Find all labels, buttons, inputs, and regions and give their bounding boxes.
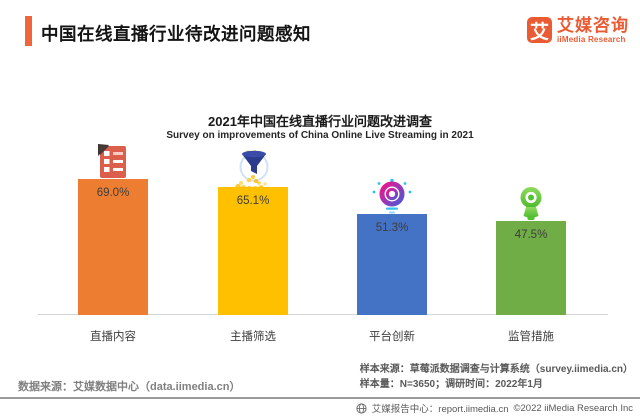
bar-value-label: 51.3% (375, 222, 409, 234)
page-title: 中国在线直播行业待改进问题感知 (41, 24, 311, 44)
data-source-note: 数据来源：艾媒数据中心（data.iimedia.cn） (18, 381, 241, 393)
lens-ring-icon (369, 178, 415, 214)
sample-notes: 样本来源：草莓派数据调查与计算系统（survey.iimedia.cn） 样本量… (360, 363, 633, 392)
logo-text: 艾媒咨询 iiMedia Research (557, 17, 629, 44)
footer-divider (0, 397, 640, 399)
globe-icon (356, 402, 367, 414)
bar-1: 69.0% (78, 179, 148, 315)
logo-name-cn: 艾媒咨询 (557, 16, 629, 35)
bar-value-label: 65.1% (236, 195, 270, 207)
bar-3: 51.3% (357, 214, 427, 315)
x-axis-line (38, 314, 608, 315)
report-center-line: 艾媒报告中心：report.iimedia.cn ©2022 iiMedia R… (356, 401, 633, 415)
bar-value-label: 69.0% (96, 187, 130, 199)
category-label: 平台创新 (369, 331, 415, 343)
category-label: 监管措施 (508, 331, 554, 343)
sample-source-note: 样本来源：草莓派数据调查与计算系统（survey.iimedia.cn） (359, 364, 633, 375)
logo-name-en: iiMedia Research (557, 35, 626, 44)
bar-group-3: 51.3% 平台创新 (357, 143, 427, 343)
chart-subtitle: Survey on improvements of China Online L… (166, 130, 474, 141)
iimedia-logo: 艾 艾媒咨询 iiMedia Research (527, 17, 629, 44)
bar-chart-plot: 69.0% 直播内容 65.1% 主播筛选 51.3% 平台创新 47.5% 监管措施 (0, 143, 640, 343)
webcam-icon (515, 186, 547, 222)
category-label: 直播内容 (90, 331, 136, 343)
funnel-coins-icon (228, 148, 278, 192)
sample-size-note: 样本量：N=3650；调研时间：2022年1月 (359, 378, 543, 390)
title-accent-bar (25, 16, 32, 46)
form-document-icon (96, 143, 130, 179)
report-center-text: 艾媒报告中心：report.iimedia.cn (371, 404, 509, 415)
bar-group-4: 47.5% 监管措施 (496, 143, 566, 343)
bar-group-1: 69.0% 直播内容 (78, 143, 148, 343)
chart-title: 2021年中国在线直播行业问题改进调查 (208, 114, 432, 129)
category-label: 主播筛选 (230, 331, 276, 343)
bar-group-2: 65.1% 主播筛选 (218, 143, 288, 343)
bar-4: 47.5% (496, 221, 566, 315)
copyright-text: ©2022 iiMedia Research Inc (513, 402, 633, 414)
bar-2: 65.1% (218, 187, 288, 315)
iimedia-logo-icon: 艾 (527, 17, 552, 43)
bar-value-label: 47.5% (514, 229, 548, 241)
